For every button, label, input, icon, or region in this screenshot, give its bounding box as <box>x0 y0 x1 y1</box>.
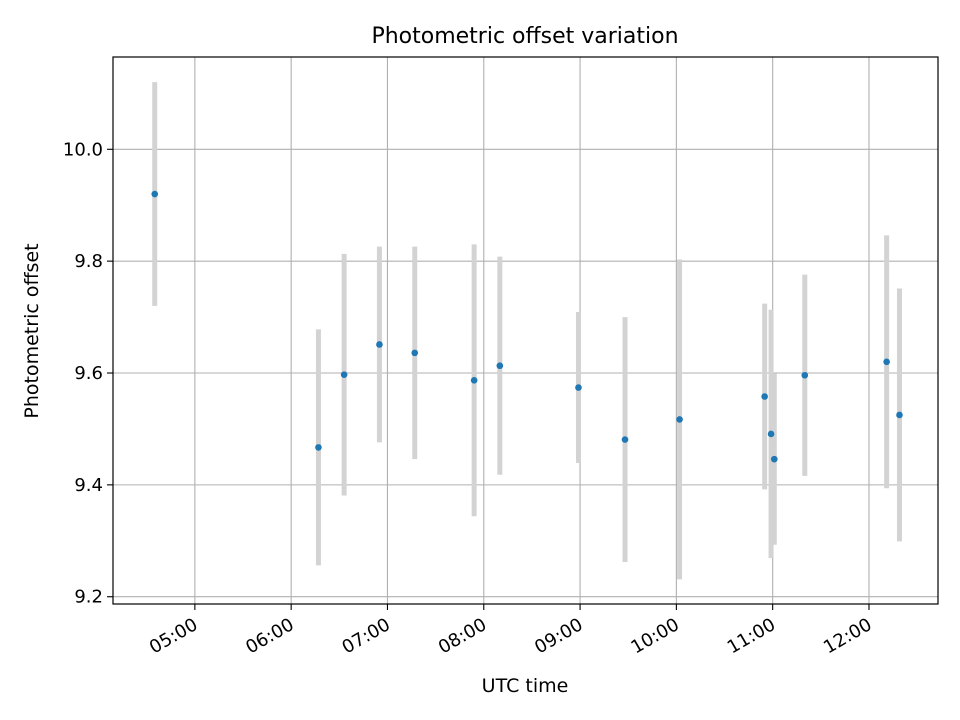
data-point <box>470 376 478 384</box>
data-points <box>151 190 903 463</box>
data-point <box>621 436 629 443</box>
y-tick-label: 9.4 <box>74 475 103 496</box>
y-tick-label: 9.8 <box>74 251 103 272</box>
data-point <box>883 358 890 366</box>
data-point <box>376 341 383 348</box>
data-point <box>770 455 778 463</box>
y-axis-label: Photometric offset <box>21 243 43 418</box>
data-point <box>411 349 419 357</box>
data-point <box>767 430 775 438</box>
data-point <box>496 362 504 370</box>
chart-title: Photometric offset variation <box>371 24 678 49</box>
data-point <box>801 371 809 379</box>
y-tick-label: 10.0 <box>63 139 103 160</box>
data-point <box>575 384 582 391</box>
data-point <box>676 416 683 423</box>
plot-area-frame <box>112 56 939 605</box>
data-point <box>315 444 322 451</box>
x-axis-label: UTC time <box>482 675 569 697</box>
data-point <box>896 411 903 419</box>
y-axis-ticks: 9.2 9.4 9.6 9.8 10.0 <box>63 139 113 608</box>
y-tick-label: 9.2 <box>74 587 103 608</box>
data-point <box>151 190 159 198</box>
y-tick-label: 9.6 <box>74 363 103 384</box>
data-point <box>761 393 768 400</box>
data-point <box>340 371 348 378</box>
